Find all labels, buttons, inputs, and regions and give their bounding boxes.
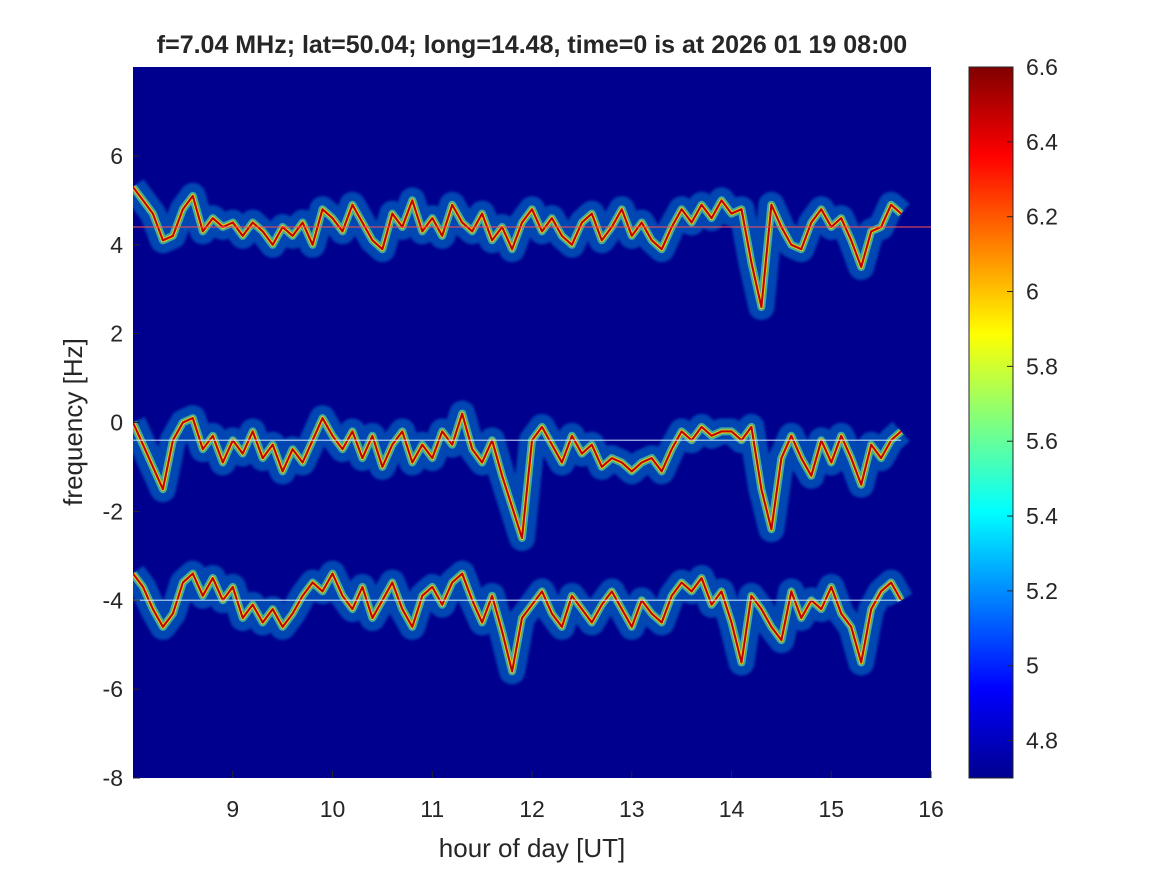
x-tick-label: 13 xyxy=(619,796,645,822)
x-tick-label: 16 xyxy=(918,796,944,822)
colorbar-tick-label: 5.6 xyxy=(1026,428,1058,454)
colorbar-tick-label: 5.2 xyxy=(1026,578,1058,604)
band-middle-trace xyxy=(133,412,902,539)
colorbar-ticks: 6.6 6.4 6.2 6 5.8 5.6 5.4 5.2 5 4.8 xyxy=(1007,54,1058,754)
band-upper-trace xyxy=(133,186,902,308)
chart-title: f=7.04 MHz; lat=50.04; long=14.48, time=… xyxy=(157,31,907,59)
y-tick-label: -6 xyxy=(103,676,123,702)
band-lower xyxy=(133,560,913,685)
y-axis: 6 4 2 0 -2 -4 -6 -8 xyxy=(103,143,140,791)
band-lower-trace xyxy=(133,572,902,673)
x-tick-label: 10 xyxy=(320,796,346,822)
x-tick-label: 12 xyxy=(519,796,545,822)
y-tick-label: 4 xyxy=(110,232,123,258)
x-tick-label: 14 xyxy=(719,796,745,822)
y-tick-label: 6 xyxy=(110,143,123,169)
colorbar-tick-label: 6.4 xyxy=(1026,129,1058,155)
band-upper xyxy=(133,179,931,320)
colorbar-tick-label: 5 xyxy=(1026,653,1039,679)
y-tick-label: -8 xyxy=(103,765,123,791)
colorbar-tick-label: 4.8 xyxy=(1026,728,1058,754)
colorbar-tick-label: 5.4 xyxy=(1026,503,1058,529)
y-tick-label: -4 xyxy=(103,587,124,613)
colorbar-tick-label: 5.8 xyxy=(1026,353,1058,379)
x-axis-label: hour of day [UT] xyxy=(439,833,625,863)
y-axis-label: frequency [Hz] xyxy=(58,338,88,506)
x-tick-label: 11 xyxy=(420,796,444,822)
x-axis: 9 10 11 12 13 14 15 16 xyxy=(226,771,944,822)
colorbar-tick-label: 6.6 xyxy=(1026,54,1058,80)
x-tick-label: 15 xyxy=(818,796,844,822)
x-tick-label: 9 xyxy=(226,796,239,822)
data-layer xyxy=(133,179,931,685)
y-tick-label: 2 xyxy=(110,321,123,347)
y-tick-label: -2 xyxy=(103,498,123,524)
colorbar xyxy=(968,66,1014,779)
band-middle xyxy=(133,400,910,551)
colorbar-tick-label: 6 xyxy=(1026,279,1039,305)
y-tick-label: 0 xyxy=(110,410,123,436)
colorbar-tick-label: 6.2 xyxy=(1026,204,1058,230)
